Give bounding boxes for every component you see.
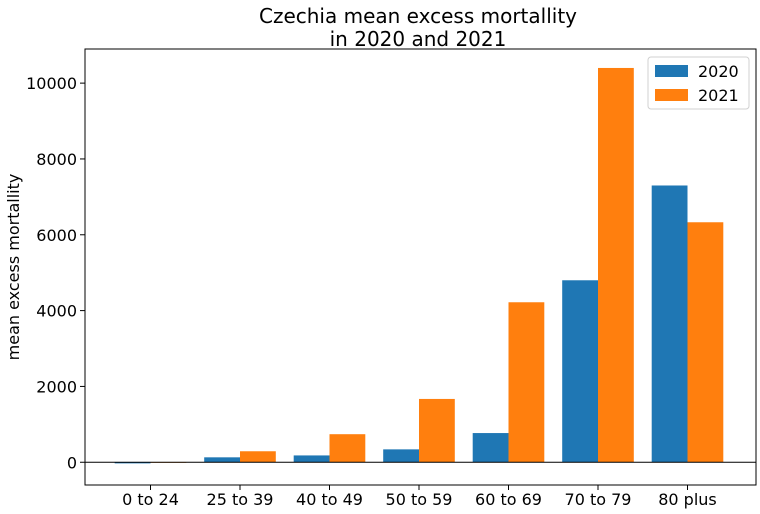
y-tick-label: 6000	[36, 226, 77, 245]
y-tick-label: 4000	[36, 302, 77, 321]
bar-2020-6	[651, 185, 688, 463]
y-axis-label: mean excess mortallity	[4, 174, 23, 361]
legend-swatch-2020	[655, 65, 688, 77]
x-tick-label: 70 to 79	[565, 490, 632, 509]
legend-label-2021: 2021	[698, 86, 739, 105]
bar-2020-2	[293, 455, 330, 463]
legend-swatch-2021	[655, 89, 688, 101]
x-axis: 0 to 24 25 to 39 40 to 49 50 to 59 60 to 69 7…	[122, 485, 717, 509]
bar-2021-3	[419, 398, 455, 463]
x-tick-label: 0 to 24	[122, 490, 179, 509]
y-tick-label: 10000	[26, 74, 77, 93]
x-tick-label: 50 to 59	[386, 490, 453, 509]
bar-area	[114, 67, 724, 464]
bar-2021-5	[598, 67, 634, 463]
x-tick-label: 60 to 69	[475, 490, 542, 509]
bar-2020-3	[383, 449, 419, 463]
legend-label-2020: 2020	[698, 62, 739, 81]
x-tick-label: 25 to 39	[207, 490, 274, 509]
bar-2021-4	[508, 302, 545, 463]
bar-2021-2	[329, 434, 366, 463]
bar-2020-5	[562, 280, 598, 463]
plot-frame	[84, 48, 757, 486]
bar-2020-0	[114, 462, 151, 464]
y-tick-label: 8000	[36, 150, 77, 169]
chart-title-line-1: Czechia mean excess mortallity	[259, 4, 577, 28]
bar-2020-4	[472, 433, 509, 463]
x-tick-label: 40 to 49	[296, 490, 363, 509]
chart-title-line-2: in 2020 and 2021	[330, 27, 507, 51]
bar-2020-1	[204, 457, 240, 463]
x-tick-label: 80 plus	[658, 490, 717, 509]
bar-2021-6	[687, 222, 724, 463]
legend: 2020 2021	[647, 56, 750, 110]
y-tick-label: 0	[67, 453, 77, 472]
y-axis: 0 2000 4000 6000 8000 10000	[26, 74, 85, 472]
bar-2021-1	[240, 451, 276, 463]
y-tick-label: 2000	[36, 377, 77, 396]
